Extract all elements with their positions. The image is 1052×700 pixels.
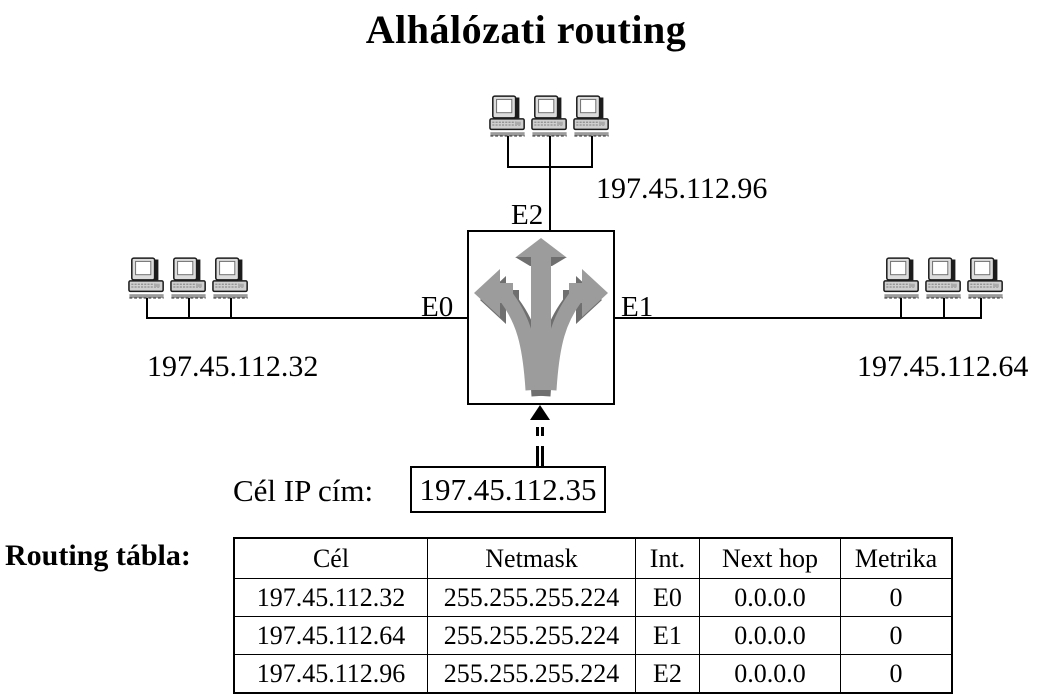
col-header-metrika: Metrika — [840, 537, 953, 579]
cell-int: E0 — [635, 578, 700, 617]
col-header-netmask: Netmask — [427, 537, 636, 579]
interface-label-e2: E2 — [511, 199, 544, 231]
dashed-connector — [536, 446, 544, 467]
uplink-line-e2 — [549, 166, 551, 230]
computer-icon — [489, 95, 526, 137]
up-arrowhead-icon — [530, 405, 550, 420]
destination-ip-box: 197.45.112.35 — [410, 466, 606, 513]
computer-icon — [170, 257, 207, 299]
cell-cel: 197.45.112.64 — [233, 616, 428, 655]
table-row: 197.45.112.64 255.255.255.224 E1 0.0.0.0… — [233, 616, 953, 655]
left-network-hosts — [128, 256, 250, 301]
network-ip-top: 197.45.112.96 — [596, 172, 768, 205]
drop-line — [943, 298, 945, 318]
routing-table-header-row: Cél Netmask Int. Next hop Metrika — [233, 537, 953, 579]
bus-line-right — [615, 317, 982, 319]
cell-int: E1 — [635, 616, 700, 655]
computer-icon — [883, 257, 920, 299]
cell-netmask: 255.255.255.224 — [427, 578, 636, 617]
network-ip-right: 197.45.112.64 — [857, 350, 1029, 383]
cell-nexthop: 0.0.0.0 — [699, 578, 841, 617]
col-header-cel: Cél — [233, 537, 428, 579]
cell-nexthop: 0.0.0.0 — [699, 654, 841, 694]
computer-icon — [573, 95, 610, 137]
cell-netmask: 255.255.255.224 — [427, 616, 636, 655]
cell-metrika: 0 — [840, 616, 953, 655]
cell-cel: 197.45.112.32 — [233, 578, 428, 617]
interface-label-e0: E0 — [421, 291, 454, 323]
routing-table: Cél Netmask Int. Next hop Metrika 197.45… — [233, 537, 953, 694]
destination-ip-label: Cél IP cím: — [233, 473, 374, 508]
cell-int: E2 — [635, 654, 700, 694]
drop-line — [549, 136, 551, 167]
computer-icon — [925, 257, 962, 299]
computer-icon — [967, 257, 1004, 299]
drop-line — [900, 298, 902, 318]
table-row: 197.45.112.32 255.255.255.224 E0 0.0.0.0… — [233, 578, 953, 617]
bus-line-left — [146, 317, 467, 319]
drop-line — [980, 298, 982, 318]
cell-metrika: 0 — [840, 654, 953, 694]
drop-line — [188, 298, 190, 318]
computer-icon — [531, 95, 568, 137]
cell-netmask: 255.255.255.224 — [427, 654, 636, 694]
router-box — [467, 230, 615, 405]
page-title: Alhálózati routing — [365, 7, 687, 52]
cell-nexthop: 0.0.0.0 — [699, 616, 841, 655]
computer-icon — [128, 257, 165, 299]
table-row: 197.45.112.96 255.255.255.224 E2 0.0.0.0… — [233, 654, 953, 694]
cell-cel: 197.45.112.96 — [233, 654, 428, 694]
right-network-hosts — [883, 256, 1005, 301]
drop-line — [146, 298, 148, 318]
routing-table-title: Routing tábla: — [5, 539, 191, 572]
dashed-connector — [536, 427, 544, 436]
col-header-int: Int. — [635, 537, 700, 579]
drop-line — [230, 298, 232, 318]
col-header-nexthop: Next hop — [699, 537, 841, 579]
top-network-hosts — [489, 94, 611, 139]
three-way-arrow-icon — [474, 238, 608, 397]
cell-metrika: 0 — [840, 578, 953, 617]
drop-line — [591, 136, 593, 167]
drop-line — [507, 136, 509, 167]
computer-icon — [212, 257, 249, 299]
network-ip-left: 197.45.112.32 — [147, 350, 319, 383]
interface-label-e1: E1 — [621, 291, 654, 323]
